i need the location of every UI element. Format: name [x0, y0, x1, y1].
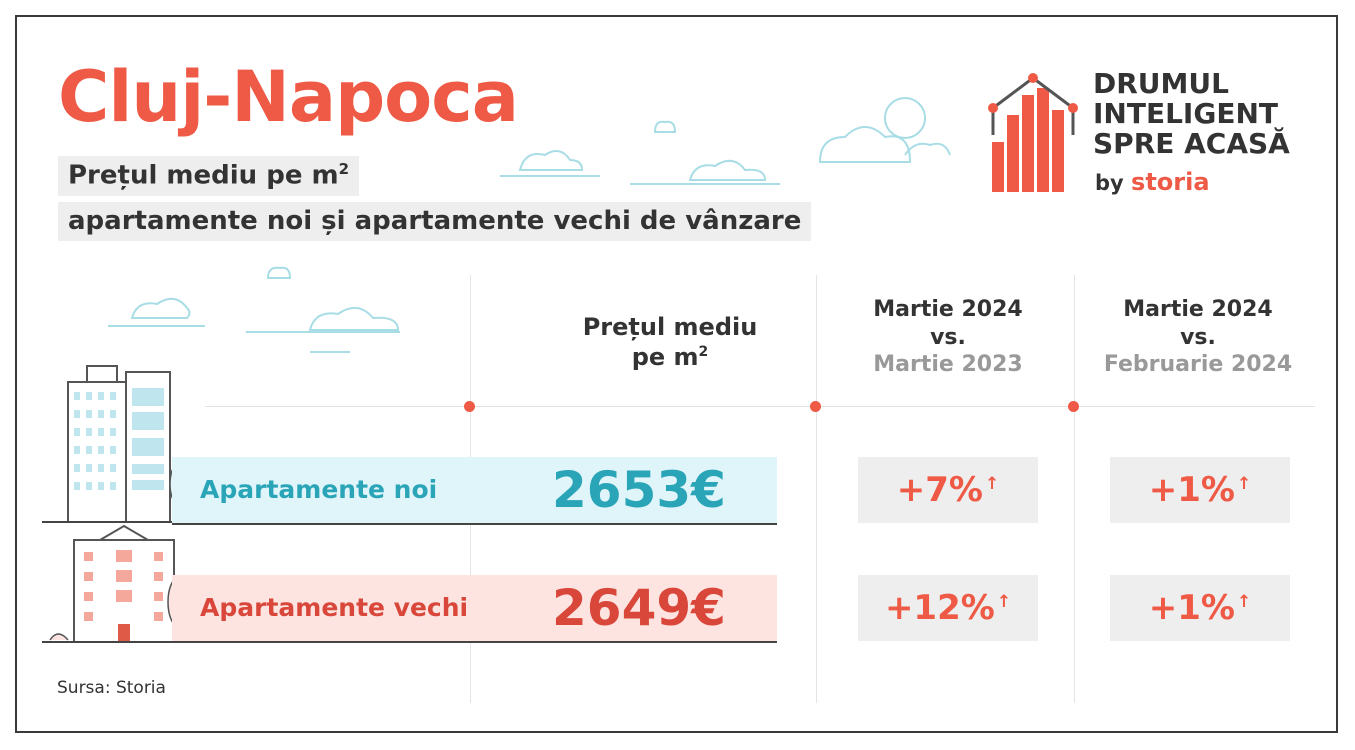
yoy-change-cell: +12% ↑ — [858, 575, 1038, 641]
col-price-line1: Prețul mediu — [582, 313, 758, 341]
mom-change-cell: +1% ↑ — [1110, 457, 1290, 523]
divider-dot — [464, 401, 475, 412]
row-price: 2653€ — [552, 461, 726, 519]
col-price-header: Prețul mediu pe m2 — [520, 312, 820, 372]
cloud-icon — [130, 297, 191, 319]
row-label: Apartamente noi — [200, 475, 438, 504]
row-price: 2649€ — [552, 579, 726, 637]
logo-brand: storia — [1131, 168, 1210, 196]
page-title: Cluj-Napoca — [58, 56, 519, 138]
logo-line2: INTELIGENT — [1093, 96, 1278, 130]
sun-icon — [884, 97, 926, 139]
logo-line3: SPRE ACASĂ — [1093, 126, 1290, 160]
subtitle-line2: apartamente noi și apartamente vechi de … — [58, 202, 812, 242]
mom-change-cell: +1% ↑ — [1110, 575, 1290, 641]
logo-byline: by storia — [1095, 168, 1210, 196]
up-arrow-icon: ↑ — [984, 474, 1000, 494]
col-mom-line1: Martie 2024 — [1123, 297, 1273, 322]
superscript: 2 — [338, 160, 350, 178]
col-yoy-header: Martie 2024 vs. Martie 2023 — [828, 296, 1068, 379]
cloud-icon — [818, 126, 912, 163]
cloud-icon — [266, 266, 292, 279]
col-yoy-line3: Martie 2023 — [873, 352, 1023, 377]
col-price-line2-wrap: pe m2 — [520, 342, 820, 372]
header-divider — [205, 406, 1315, 407]
cloud-icon — [904, 142, 951, 156]
yoy-value: +7% — [896, 470, 983, 510]
yoy-value: +12% — [884, 588, 995, 628]
subtitle-text: Prețul mediu pe m — [68, 160, 339, 191]
mom-value: +1% — [1148, 470, 1235, 510]
superscript: 2 — [698, 344, 709, 360]
logo-by: by — [1095, 171, 1124, 195]
cloud-icon — [688, 159, 767, 181]
infographic-frame — [15, 15, 1338, 733]
cloud-icon — [653, 120, 677, 133]
logo-title: DRUMUL INTELIGENT SPRE ACASĂ — [1093, 69, 1290, 159]
cloud-icon — [308, 307, 400, 331]
source-note: Sursa: Storia — [57, 678, 166, 698]
mom-value: +1% — [1148, 588, 1235, 628]
up-arrow-icon: ↑ — [1236, 592, 1252, 612]
cloud-icon — [518, 150, 584, 171]
subtitle-line1: Prețul mediu pe m2 — [58, 156, 360, 196]
row-label: Apartamente vechi — [200, 593, 469, 622]
divider-dot — [1068, 401, 1079, 412]
column-divider — [816, 275, 817, 703]
col-mom-line3: Februarie 2024 — [1103, 352, 1293, 377]
col-yoy-line2: vs. — [930, 324, 966, 350]
col-mom-header: Martie 2024 vs. Februarie 2024 — [1078, 296, 1318, 379]
up-arrow-icon: ↑ — [996, 592, 1012, 612]
col-price-line2: pe m — [631, 343, 699, 371]
divider-dot — [810, 401, 821, 412]
row-new-apartments: Apartamente noi 2653€ — [172, 457, 777, 525]
col-yoy-line1: Martie 2024 — [873, 297, 1023, 322]
logo-line1: DRUMUL — [1093, 67, 1229, 100]
logo-bars-icon — [988, 73, 1078, 192]
yoy-change-cell: +7% ↑ — [858, 457, 1038, 523]
row-old-apartments: Apartamente vechi 2649€ — [172, 575, 777, 643]
up-arrow-icon: ↑ — [1236, 474, 1252, 494]
column-divider — [1074, 275, 1075, 703]
col-mom-line2: vs. — [1180, 324, 1216, 350]
